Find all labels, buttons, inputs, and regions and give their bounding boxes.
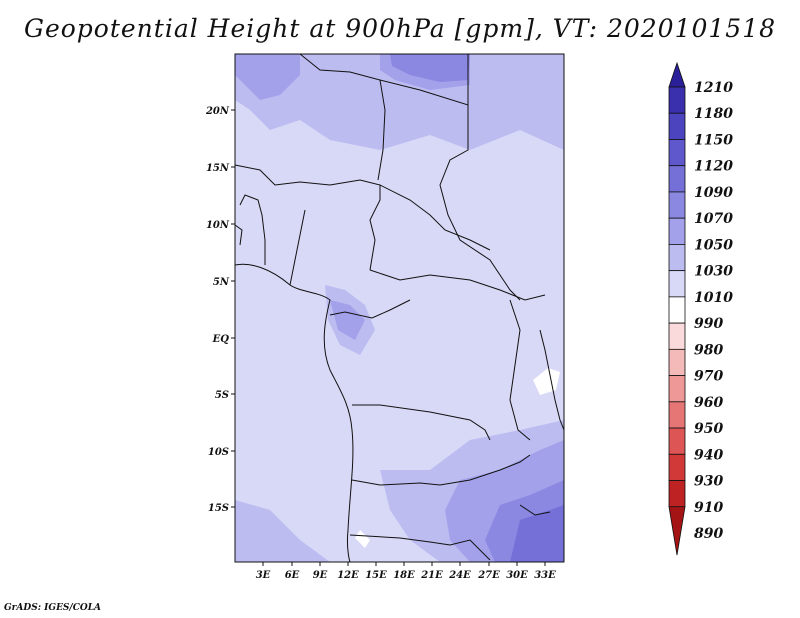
map-frame xyxy=(234,53,565,563)
colorbar-label: 980 xyxy=(694,342,723,358)
colorbar-label: 1090 xyxy=(694,185,733,201)
colorbar-swatch xyxy=(668,244,686,272)
lat-label: 15S xyxy=(208,503,229,514)
colorbar-swatch xyxy=(668,427,686,455)
field-north-higher xyxy=(390,54,470,82)
lon-label: 24E xyxy=(448,570,471,581)
colorbar-label: 1010 xyxy=(694,290,733,306)
colorbar-label: 930 xyxy=(694,474,723,490)
colorbar-swatch xyxy=(668,112,686,140)
lon-label: 27E xyxy=(477,570,500,581)
lon-label: 18E xyxy=(393,570,415,581)
colorbar-label: 910 xyxy=(694,500,723,516)
colorbar-swatch xyxy=(668,217,686,245)
field-gabon-high xyxy=(330,300,365,340)
colorbar: 1210 1180 1150 1120 1090 1070 1050 1030 1010 990 9… xyxy=(668,61,733,556)
lat-label: 15N xyxy=(206,163,230,174)
colorbar-swatch xyxy=(668,61,686,88)
colorbar-swatch xyxy=(668,191,686,219)
lat-label: EQ xyxy=(212,334,230,345)
colorbar-swatch xyxy=(668,453,686,481)
colorbar-swatch xyxy=(668,506,686,556)
field-low-south xyxy=(355,530,370,548)
colorbar-label: 990 xyxy=(694,316,723,332)
lat-label: 5S xyxy=(215,390,229,401)
colorbar-swatch xyxy=(668,375,686,403)
field-north-mid xyxy=(235,54,564,150)
colorbar-swatch xyxy=(668,480,686,508)
colorbar-label: 960 xyxy=(694,395,723,411)
lon-label: 30E xyxy=(506,570,528,581)
lat-label: 10N xyxy=(206,220,230,231)
colorbar-label: 1180 xyxy=(694,106,733,122)
colorbar-swatch xyxy=(668,296,686,324)
lon-label: 6E xyxy=(285,570,300,581)
lat-label: 10S xyxy=(208,447,229,458)
lon-axis: 3E 6E 9E 12E 15E 18E 21E 24E 27E 30E 33E xyxy=(256,562,556,581)
colorbar-label: 1150 xyxy=(694,132,733,148)
colorbar-label: 1120 xyxy=(694,159,733,175)
lon-label: 12E xyxy=(337,570,359,581)
colorbar-label: 970 xyxy=(694,369,723,385)
colorbar-swatch xyxy=(668,401,686,429)
colorbar-label: 1050 xyxy=(694,237,733,253)
borders xyxy=(234,53,565,563)
colorbar-swatch xyxy=(668,322,686,350)
colorbar-label: 1070 xyxy=(694,211,733,227)
lat-label: 5N xyxy=(213,277,230,288)
colorbar-swatch xyxy=(668,165,686,193)
lon-label: 33E xyxy=(534,570,556,581)
colorbar-swatch xyxy=(668,86,686,114)
lat-axis: 20N 15N 10N 5N EQ 5S 10S 15S xyxy=(205,106,235,514)
lon-label: 21E xyxy=(420,570,443,581)
colorbar-label: 950 xyxy=(694,421,723,437)
colorbar-label: 940 xyxy=(694,447,723,463)
geopotential-field xyxy=(235,54,564,562)
colorbar-swatch xyxy=(668,348,686,376)
lon-label: 15E xyxy=(365,570,387,581)
field-south-highest xyxy=(510,505,564,562)
lon-label: 9E xyxy=(313,570,328,581)
colorbar-label: 1210 xyxy=(694,80,733,96)
field-low-east xyxy=(533,368,560,395)
lat-label: 20N xyxy=(205,106,230,117)
colorbar-swatch xyxy=(668,139,686,167)
colorbar-label: 890 xyxy=(694,526,723,542)
colorbar-swatch xyxy=(668,270,686,298)
lon-label: 3E xyxy=(256,570,271,581)
chart-title: Geopotential Height at 900hPa [gpm], VT:… xyxy=(23,14,777,43)
colorbar-label: 1030 xyxy=(694,264,733,280)
credit-label: GrADS: IGES/COLA xyxy=(4,603,102,613)
